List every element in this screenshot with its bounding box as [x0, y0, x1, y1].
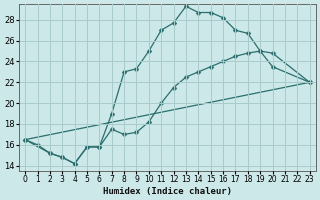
- X-axis label: Humidex (Indice chaleur): Humidex (Indice chaleur): [103, 187, 232, 196]
